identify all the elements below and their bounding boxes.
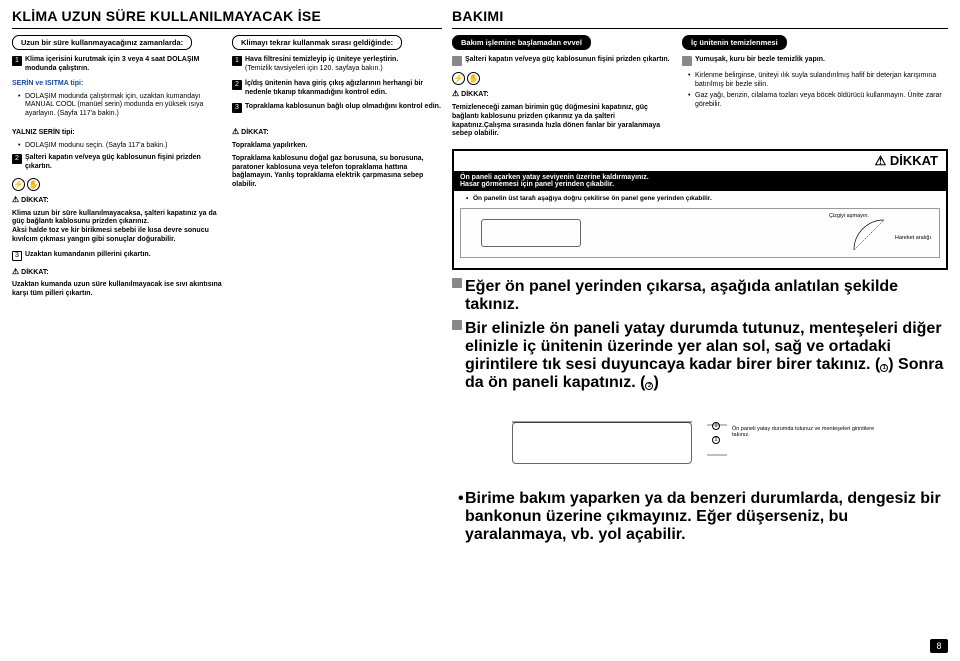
step-num: 2 <box>232 80 242 90</box>
warning-text: Topraklama kablosunu doğal gaz borusuna,… <box>232 155 442 190</box>
warning-title: DİKKAT: <box>12 267 222 278</box>
diagram-panel-range: Çizgiyi aşmayın. Hareket aralığı <box>460 208 940 258</box>
hand-icon: ✋ <box>467 72 480 85</box>
caution-heading: DİKKAT <box>454 151 946 171</box>
section-title-left: KLİMA UZUN SÜRE KULLANILMAYACAK İSE <box>12 8 442 24</box>
warning-subtitle: Topraklama yapılırken. <box>232 142 442 151</box>
warning-text: Temizleneceği zaman birimin güç düğmesin… <box>452 104 672 139</box>
step-text: Şalteri kapatın ve/veya güç kablosunun f… <box>465 56 672 66</box>
list-item: Kirlenme belirginse, üniteyi ılık suyla … <box>688 72 948 90</box>
arrow-icon <box>702 420 732 460</box>
section-title-bakimi: BAKIMI <box>452 8 948 24</box>
step-num: 1 <box>232 56 242 66</box>
step-num: 1 <box>12 56 22 66</box>
subhead-serin: SERİN ve ISITMA tipi: <box>12 80 222 89</box>
warning-title: DİKKAT: <box>452 89 672 100</box>
step-text: İç/dış ünitenin hava giriş çıkış ağızlar… <box>245 80 442 98</box>
icon-row: ⚡✋ <box>12 178 222 191</box>
step-num <box>452 278 462 288</box>
caution-dark-strip: Ön paneli açarken yatay seviyenin üzerin… <box>454 171 946 191</box>
subhead-dark: Bakım işlemine başlamadan evvel <box>452 35 591 50</box>
step-num <box>452 320 462 330</box>
list-item: DOLAŞIM modunu seçin. (Sayfa 117'a bakin… <box>18 142 222 151</box>
subhead: Uzun bir süre kullanmayacağınız zamanlar… <box>12 35 192 50</box>
step-subtext: (Temizlik tavsiyeleri için 120. sayfaya … <box>245 65 383 72</box>
step-num: 2 <box>12 154 22 164</box>
step-num: 3 <box>232 103 242 113</box>
diagram-label: Ön paneli yatay durumda tutunuz ve mente… <box>732 426 892 438</box>
hand-icon: ✋ <box>27 178 40 191</box>
step-text: Bir elinizle ön paneli yatay durumda tut… <box>465 320 948 392</box>
subhead-yalniz: YALNIZ SERİN tipi: <box>12 129 222 138</box>
list-item: Birime bakım yaparken ya da benzeri duru… <box>458 490 948 544</box>
list-item: Gaz yağı, benzin, cilalama tozları veya … <box>688 92 948 110</box>
list-item: DOLAŞIM modunda çalıştırmak için, uzakta… <box>18 93 222 119</box>
warning-text: Klima uzun bir süre kullanılmayacaksa, ş… <box>12 210 222 245</box>
icon-row: ⚡✋ <box>452 72 672 85</box>
warning-title: DİKKAT: <box>12 195 222 206</box>
divider <box>452 28 948 29</box>
page-number: 8 <box>930 639 948 653</box>
step-num <box>452 56 462 66</box>
step-num <box>682 56 692 66</box>
plug-icon: ⚡ <box>452 72 465 85</box>
subhead: Klimayı tekrar kullanmak sırası geldiğin… <box>232 35 402 50</box>
step-text: Uzaktan kumandanın pillerini çıkartın. <box>25 251 222 261</box>
column-3: Bakım işlemine başlamadan evvel Şalteri … <box>452 35 672 143</box>
caution-box: DİKKAT Ön paneli açarken yatay seviyenin… <box>452 149 948 270</box>
step-text: Klima içerisini kurutmak için 3 veya 4 s… <box>25 56 222 74</box>
panel-line-icon <box>512 412 692 432</box>
divider <box>12 28 442 29</box>
column-1: Uzun bir süre kullanmayacağınız zamanlar… <box>12 35 222 303</box>
diagram-panel-install: 1 2 Ön paneli yatay durumda tutunuz ve m… <box>452 404 948 484</box>
warning-title: DİKKAT: <box>232 127 442 138</box>
step-text: Hava filtresini temizleyip iç üniteye ye… <box>245 56 398 63</box>
column-2: Klimayı tekrar kullanmak sırası geldiğin… <box>232 35 442 303</box>
warning-text: Uzaktan kumanda uzun süre kullanılmayaca… <box>12 281 222 299</box>
plug-icon: ⚡ <box>12 178 25 191</box>
caution-item: Ön panelin üst tarafı aşağıya doğru çeki… <box>466 195 940 202</box>
step-text: Yumuşak, kuru bir bezle temizlik yapın. <box>695 56 948 66</box>
step-text: Şalteri kapatın ve/veya güç kablosunun f… <box>25 154 222 172</box>
step-text: Eğer ön panel yerinden çıkarsa, aşağıda … <box>465 278 948 314</box>
subhead-dark: İç ünitenin temizlenmesi <box>682 35 787 50</box>
column-4: İç ünitenin temizlenmesi Yumuşak, kuru b… <box>682 35 948 143</box>
step-text: Topraklama kablosunun bağlı olup olmadığ… <box>245 103 442 113</box>
arc-icon <box>849 215 889 255</box>
step-num: 3 <box>12 251 22 261</box>
